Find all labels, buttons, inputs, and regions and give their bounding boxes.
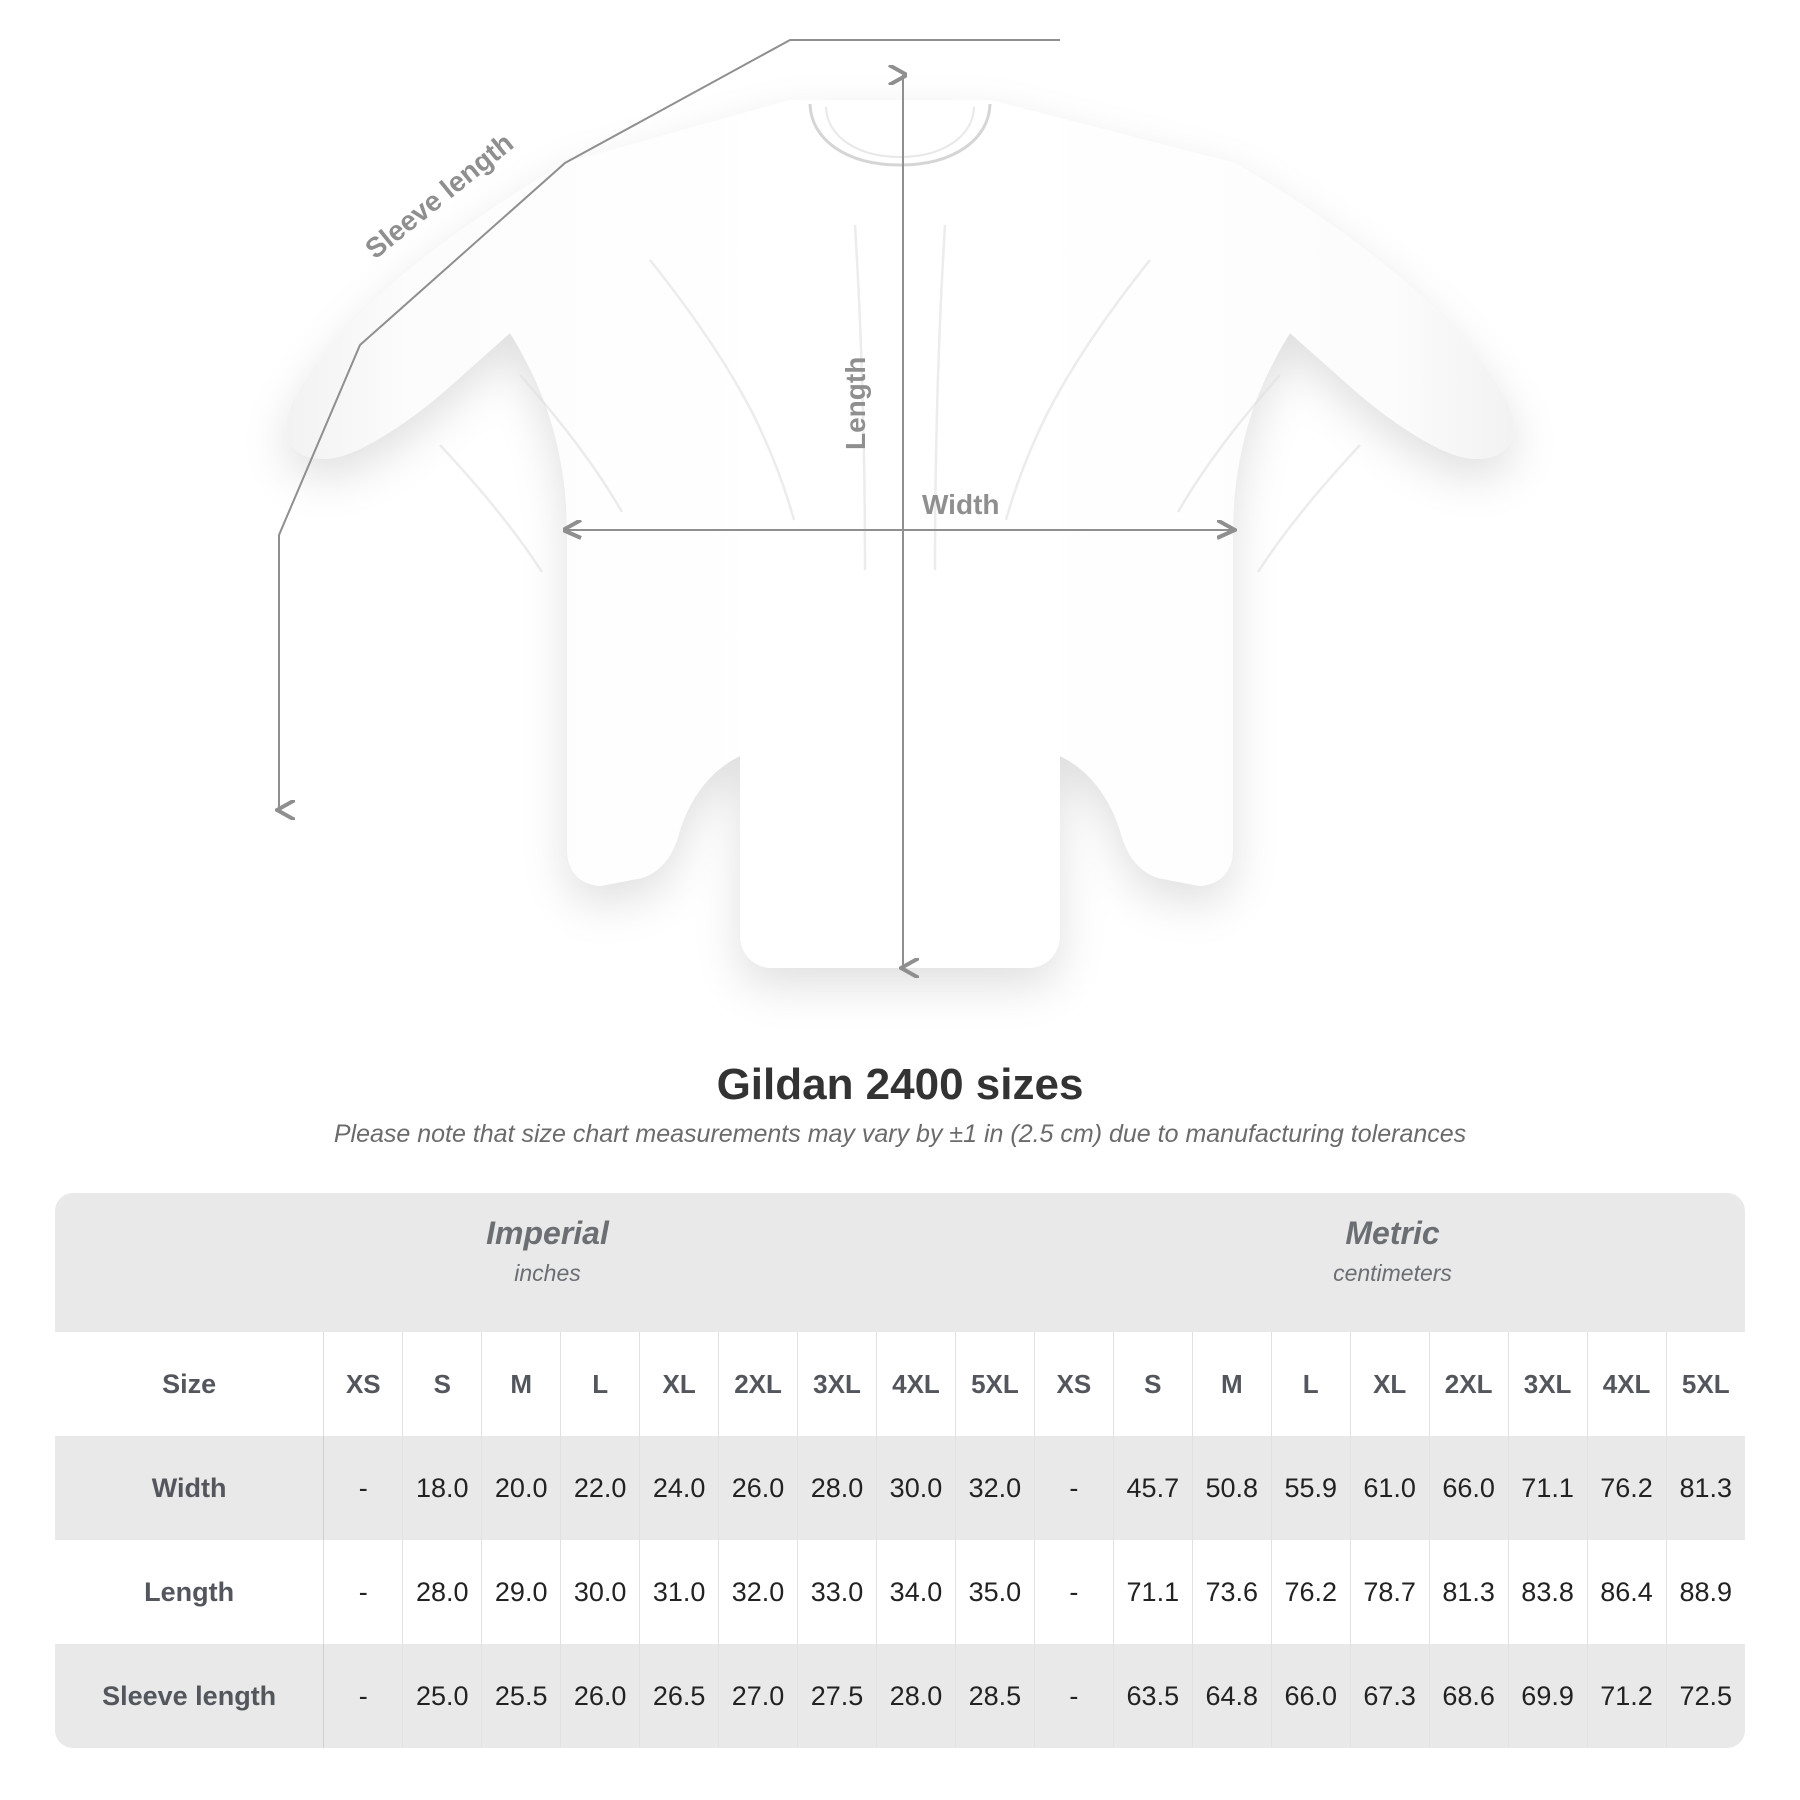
svg-text:Length: Length <box>840 357 871 450</box>
svg-text:Width: Width <box>922 489 1000 520</box>
